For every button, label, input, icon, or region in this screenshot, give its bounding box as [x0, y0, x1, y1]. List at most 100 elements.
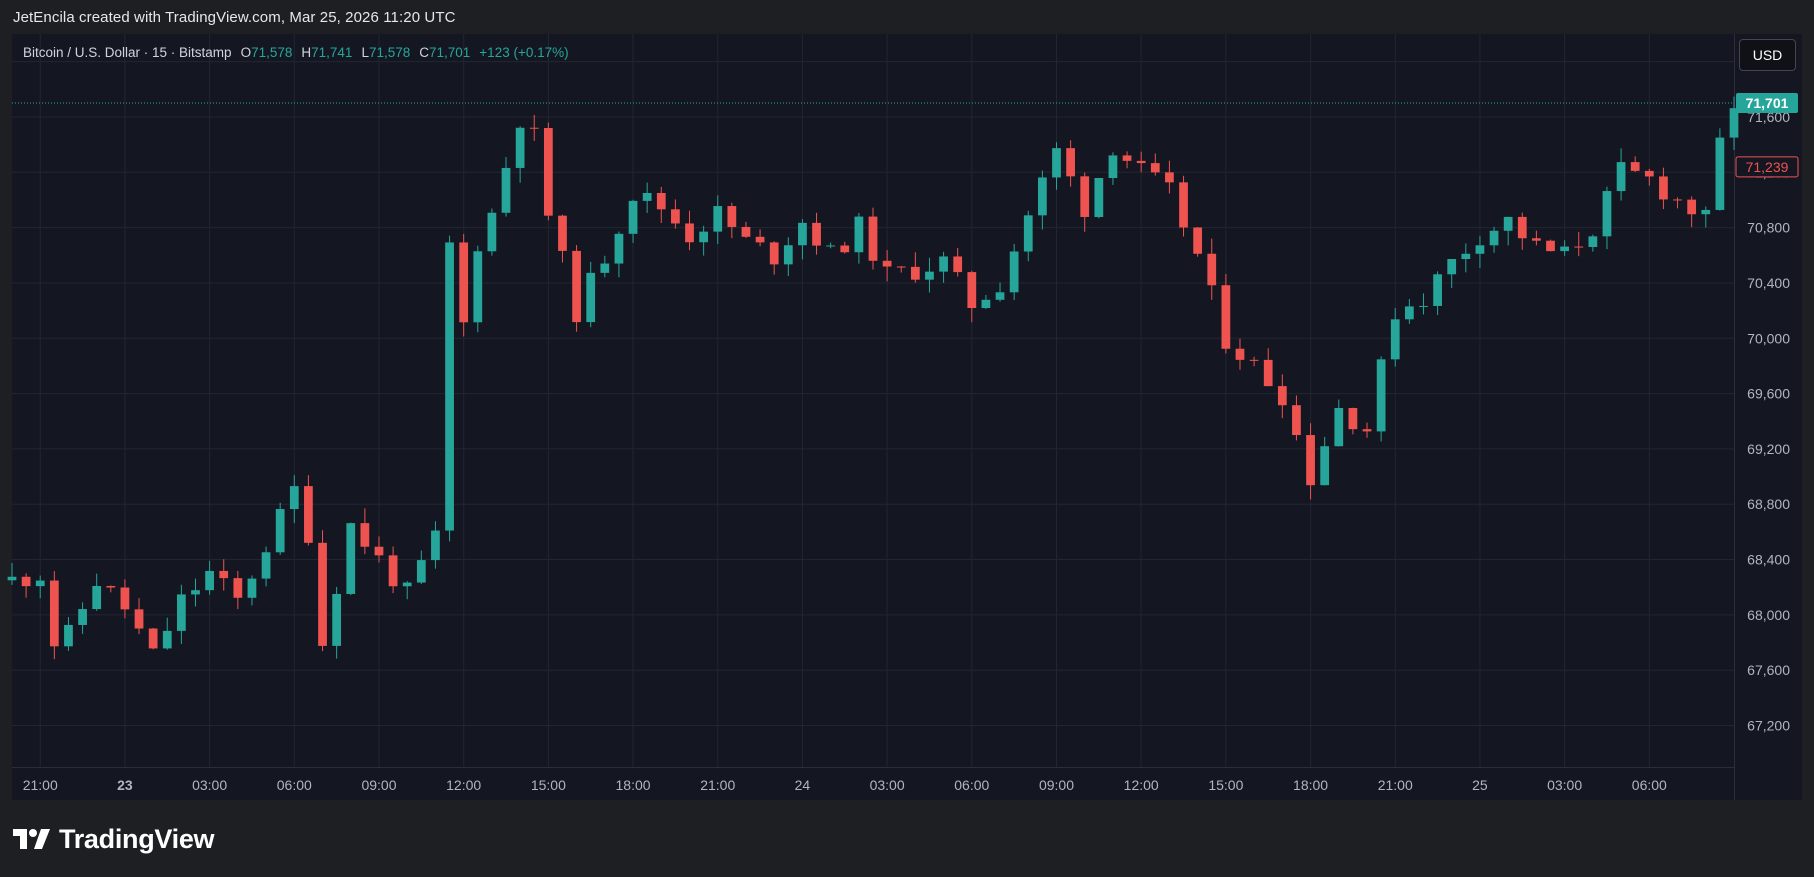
candle-body: [1094, 178, 1104, 217]
candle-body: [1419, 305, 1428, 307]
candle-body: [275, 509, 285, 553]
candle-body: [148, 628, 158, 649]
candle-body: [1715, 137, 1725, 210]
candle-body: [360, 523, 370, 547]
candle-body: [529, 127, 539, 129]
time-tick-label: 09:00: [361, 777, 396, 793]
candle-body: [614, 233, 624, 264]
candle-body: [798, 222, 807, 246]
time-tick-label: 06:00: [1632, 777, 1667, 793]
candle-body: [134, 609, 144, 629]
candle-body: [487, 212, 497, 252]
price-tick-label: 70,400: [1747, 275, 1790, 291]
candle-body: [600, 263, 610, 273]
candle-body: [431, 530, 440, 561]
price-tick-label: 69,600: [1747, 386, 1790, 402]
candle-body: [628, 200, 638, 234]
candle-body: [445, 242, 454, 531]
time-tick-label: 12:00: [1124, 777, 1159, 793]
time-tick-label: 03:00: [192, 777, 227, 793]
candle-body: [1447, 259, 1457, 275]
candle-body: [1404, 306, 1414, 320]
candle-body: [642, 192, 652, 201]
time-tick-label: 21:00: [23, 777, 58, 793]
candle-body: [1673, 199, 1682, 201]
time-tick-label: 03:00: [870, 777, 905, 793]
price-marker-label: 71,239: [1746, 159, 1789, 175]
candle-body: [812, 222, 821, 246]
candle-body: [995, 292, 1005, 300]
candle-body: [106, 586, 116, 588]
candle-body: [1165, 172, 1174, 183]
candle-body: [1461, 253, 1471, 260]
candle-body: [1630, 162, 1640, 171]
candle-body: [1334, 408, 1344, 447]
candle-body: [261, 552, 271, 579]
time-tick-label: 25: [1472, 777, 1488, 793]
candle-body: [1023, 215, 1033, 252]
candle-body: [713, 206, 723, 232]
tradingview-logo-icon: [13, 829, 50, 849]
candle-body: [1292, 405, 1301, 436]
price-tick-label: 70,000: [1747, 330, 1790, 346]
legend-symbol[interactable]: Bitcoin / U.S. Dollar · 15 · Bitstamp: [23, 45, 232, 60]
candle-body: [1574, 246, 1584, 248]
candle-body: [21, 576, 31, 587]
candle-body: [191, 590, 200, 595]
time-tick-label: 15:00: [1208, 777, 1243, 793]
candle-body: [416, 560, 426, 583]
candle-body: [925, 271, 934, 280]
candle-body: [1489, 230, 1499, 246]
candle-body: [1532, 238, 1541, 241]
candle-body: [247, 578, 257, 598]
symbol-legend: Bitcoin / U.S. Dollar · 15 · Bitstamp O 71…: [23, 45, 569, 60]
candle-body: [1729, 108, 1739, 138]
time-tick-label: 12:00: [446, 777, 481, 793]
candle-body: [1306, 435, 1315, 486]
candle-body: [755, 236, 765, 243]
candle-body: [1588, 236, 1598, 247]
legend-open-label: O: [240, 45, 252, 60]
candle-body: [1348, 408, 1358, 430]
header-caption: JetEncila created with TradingView.com, …: [13, 9, 456, 26]
time-tick-label: 09:00: [1039, 777, 1074, 793]
currency-button[interactable]: USD: [1739, 39, 1796, 71]
candle-body: [459, 242, 469, 323]
candle-body: [558, 215, 567, 251]
last-price-badge: [1736, 93, 1798, 114]
candle-body: [1659, 176, 1668, 200]
candle-body: [896, 266, 906, 268]
candle-body: [868, 216, 878, 261]
candle-body: [1080, 176, 1090, 217]
candle-body: [1122, 155, 1132, 161]
candle-body: [162, 630, 172, 649]
chart-pane[interactable]: [12, 34, 1801, 800]
candle-body: [882, 260, 892, 267]
candle-body: [1362, 429, 1372, 432]
time-tick-label: 24: [795, 777, 811, 793]
candle-body: [1038, 177, 1047, 216]
brand-name: TradingView: [59, 823, 215, 854]
candle-body: [1221, 285, 1231, 349]
legend-close-value: 71,701: [429, 45, 471, 60]
candle-body: [1136, 160, 1146, 164]
time-axis[interactable]: [12, 767, 1734, 801]
candle-body: [177, 594, 186, 631]
candle-body: [1249, 359, 1259, 361]
candle-body: [1616, 162, 1626, 192]
candle-body: [1193, 227, 1203, 254]
candle-body: [1150, 163, 1160, 173]
candle-body: [1263, 359, 1273, 387]
candle-body: [318, 542, 327, 646]
price-tick-label: 67,600: [1747, 662, 1790, 678]
price-tick-label: 69,200: [1747, 441, 1790, 457]
last-price-label: 71,701: [1746, 95, 1789, 111]
time-tick-label: 06:00: [954, 777, 989, 793]
tradingview-brand[interactable]: TradingView: [13, 823, 215, 854]
time-tick-label: 23: [117, 777, 133, 793]
candle-body: [78, 609, 87, 625]
candle-body: [304, 486, 313, 543]
price-marker-badge: [1735, 156, 1799, 178]
candle-body: [120, 587, 130, 610]
